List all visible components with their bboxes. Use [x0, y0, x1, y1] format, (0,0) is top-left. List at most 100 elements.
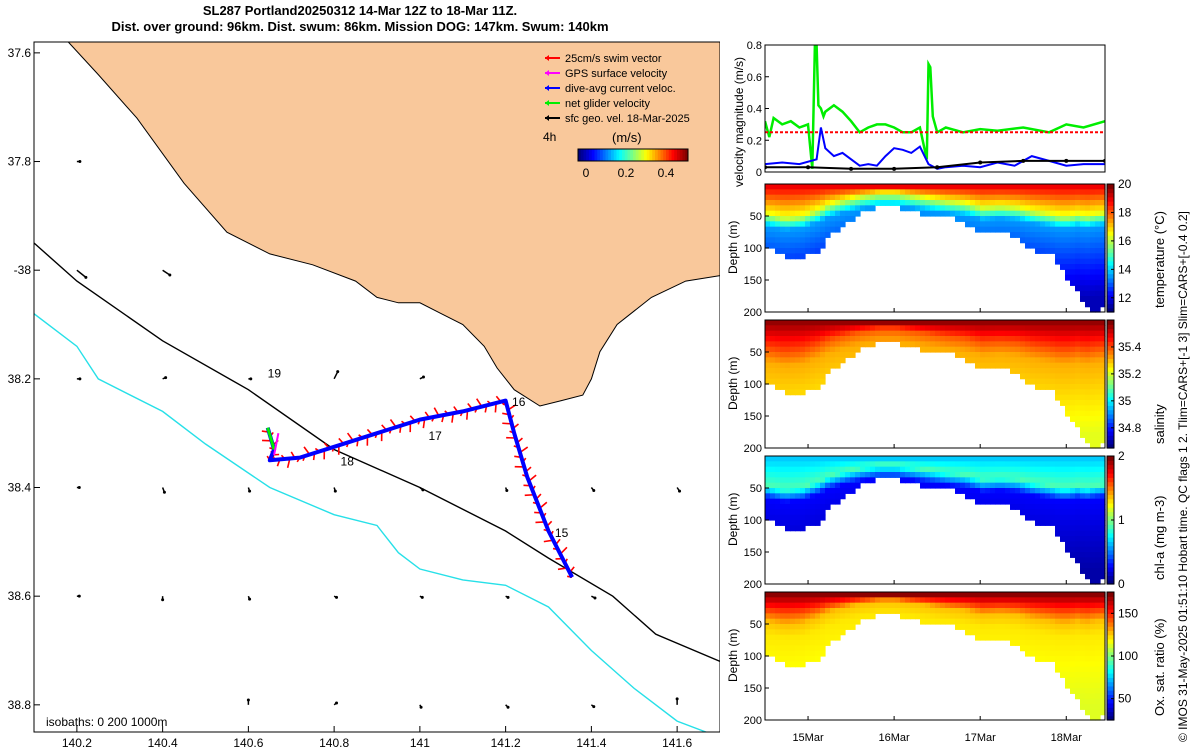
oxygen-section-cell-62-8 [1075, 634, 1081, 641]
salinity-section-cell-28-4 [905, 341, 911, 348]
oxygen-section-cell-31-0 [920, 592, 926, 598]
temperature-section-cell-36-3 [945, 200, 951, 206]
temperature-section-cell-59-3 [1060, 200, 1066, 206]
sfc-geo-arrowhead-22 [593, 596, 597, 600]
chla-section-cell-58-14 [1055, 530, 1061, 537]
legend-arrow-1 [545, 70, 549, 76]
chla-section-cell-52-2 [1025, 466, 1031, 473]
oxygen-section-cell-12-4 [825, 613, 831, 620]
chla-section-cell-61-16 [1070, 541, 1076, 548]
chla-section-cell-61-18 [1070, 552, 1076, 558]
oxygen-section-cell-65-20 [1090, 698, 1096, 705]
salinity-section-cell-37-5 [950, 346, 956, 353]
chla-section-cell-63-12 [1080, 520, 1086, 526]
chla-section-cell-64-8 [1085, 498, 1091, 505]
salinity-section-cell-4-2 [785, 330, 791, 337]
salinity-section-cell-5-12 [790, 384, 796, 390]
chla-section-cell-5-0 [790, 456, 796, 462]
temperature-section-cell-60-16 [1065, 269, 1071, 276]
velocity-series-3-point-2 [849, 166, 854, 171]
temperature-section-cell-65-23 [1090, 306, 1096, 313]
oxygen-section-cell-46-6 [995, 624, 1001, 630]
temperature-section-cell-0-9 [765, 232, 771, 238]
oxygen-section-ylabel: Depth (m) [726, 629, 740, 682]
salinity-section-cell-9-0 [810, 320, 816, 326]
oxygen-section-cell-5-10 [790, 645, 796, 652]
temperature-section-cell-60-6 [1065, 216, 1071, 222]
temperature-section-cell-8-1 [805, 189, 811, 196]
chla-section-ytick-label-1: 100 [744, 515, 762, 527]
salinity-section-colorbar-cell-18 [1107, 366, 1114, 372]
salinity-section-cell-4-4 [785, 341, 791, 348]
temperature-section-colorbar-tick-label-0: 12 [1118, 291, 1132, 305]
temperature-section-cell-48-5 [1005, 210, 1011, 217]
temperature-section-cell-16-3 [845, 200, 851, 206]
salinity-section-cell-7-6 [800, 352, 806, 358]
oxygen-section-cell-66-6 [1095, 624, 1101, 630]
salinity-section-cell-52-11 [1025, 378, 1031, 385]
chla-section-cell-60-16 [1065, 541, 1071, 548]
chla-section-cell-60-7 [1065, 493, 1071, 500]
temperature-section-cell-51-10 [1020, 237, 1026, 244]
temperature-section-cell-59-15 [1060, 264, 1066, 270]
oxygen-section-cell-13-3 [830, 608, 836, 614]
chla-section-cell-62-15 [1075, 536, 1081, 542]
oxygen-section-cell-8-2 [805, 602, 811, 609]
oxygen-section-cell-61-12 [1070, 656, 1076, 662]
chla-section-cell-2-5 [775, 482, 781, 489]
oxygen-section-cell-21-3 [870, 608, 876, 614]
chla-section-cell-1-0 [770, 456, 776, 462]
oxygen-section-cell-7-1 [800, 597, 806, 604]
chla-section-cell-48-5 [1005, 482, 1011, 489]
salinity-section-cell-10-10 [815, 373, 821, 380]
oxygen-section-cell-13-0 [830, 592, 836, 598]
oxygen-section-cell-66-9 [1095, 640, 1101, 646]
chla-section-cell-59-1 [1060, 461, 1066, 468]
chla-section-cell-7-9 [800, 504, 806, 510]
salinity-section-cell-65-18 [1090, 416, 1096, 422]
temperature-section-cell-49-0 [1010, 184, 1016, 190]
salinity-section-cell-54-6 [1035, 352, 1041, 358]
oxygen-section-cell-66-16 [1095, 677, 1101, 684]
temperature-section-cell-57-4 [1050, 205, 1056, 212]
chla-section-cell-37-2 [950, 466, 956, 473]
chla-section-cell-33-1 [930, 461, 936, 468]
temperature-section-cell-28-2 [905, 194, 911, 201]
salinity-section-cell-49-2 [1010, 330, 1016, 337]
salinity-section-cell-1-9 [770, 368, 776, 374]
oxygen-section-cell-9-1 [810, 597, 816, 604]
oxygen-section-cell-60-4 [1065, 613, 1071, 620]
temperature-section-cell-43-5 [980, 210, 986, 217]
chla-section-cell-3-0 [780, 456, 786, 462]
chla-section-cell-62-9 [1075, 504, 1081, 510]
salinity-section-cell-48-5 [1005, 346, 1011, 353]
temperature-section-cell-9-10 [810, 237, 816, 244]
salinity-section-cell-54-0 [1035, 320, 1041, 326]
chla-section-cell-50-7 [1015, 493, 1021, 500]
salinity-section-cell-49-0 [1010, 320, 1016, 326]
chla-section-cell-19-2 [860, 466, 866, 473]
salinity-section-cell-11-5 [820, 346, 826, 353]
oxygen-section-cell-12-7 [825, 629, 831, 636]
temperature-section-cell-7-10 [800, 237, 806, 244]
oxygen-section-cell-4-7 [785, 629, 791, 636]
chla-section-cell-0-1 [765, 461, 771, 468]
oxygen-section-cell-4-0 [785, 592, 791, 598]
temperature-section-cell-0-2 [765, 194, 771, 201]
chla-section-cell-56-6 [1045, 488, 1051, 494]
temperature-section-cell-2-8 [775, 226, 781, 233]
oxygen-section-cell-51-4 [1020, 613, 1026, 620]
temperature-section-cell-56-8 [1045, 226, 1051, 233]
salinity-section-cell-65-19 [1090, 421, 1096, 428]
temperature-section-cell-40-4 [965, 205, 971, 212]
oxygen-section-cell-20-3 [865, 608, 871, 614]
chla-section-cell-60-0 [1065, 456, 1071, 462]
chla-section-cell-2-10 [775, 509, 781, 516]
salinity-section-cell-56-10 [1045, 373, 1051, 380]
chla-section-cell-30-2 [915, 466, 921, 473]
oxygen-section-cell-61-6 [1070, 624, 1076, 630]
chla-section-cell-61-14 [1070, 530, 1076, 537]
temperature-section-cell-53-8 [1030, 226, 1036, 233]
salinity-section-cell-7-11 [800, 378, 806, 385]
oxygen-section-colorbar-cell-22 [1107, 621, 1114, 627]
